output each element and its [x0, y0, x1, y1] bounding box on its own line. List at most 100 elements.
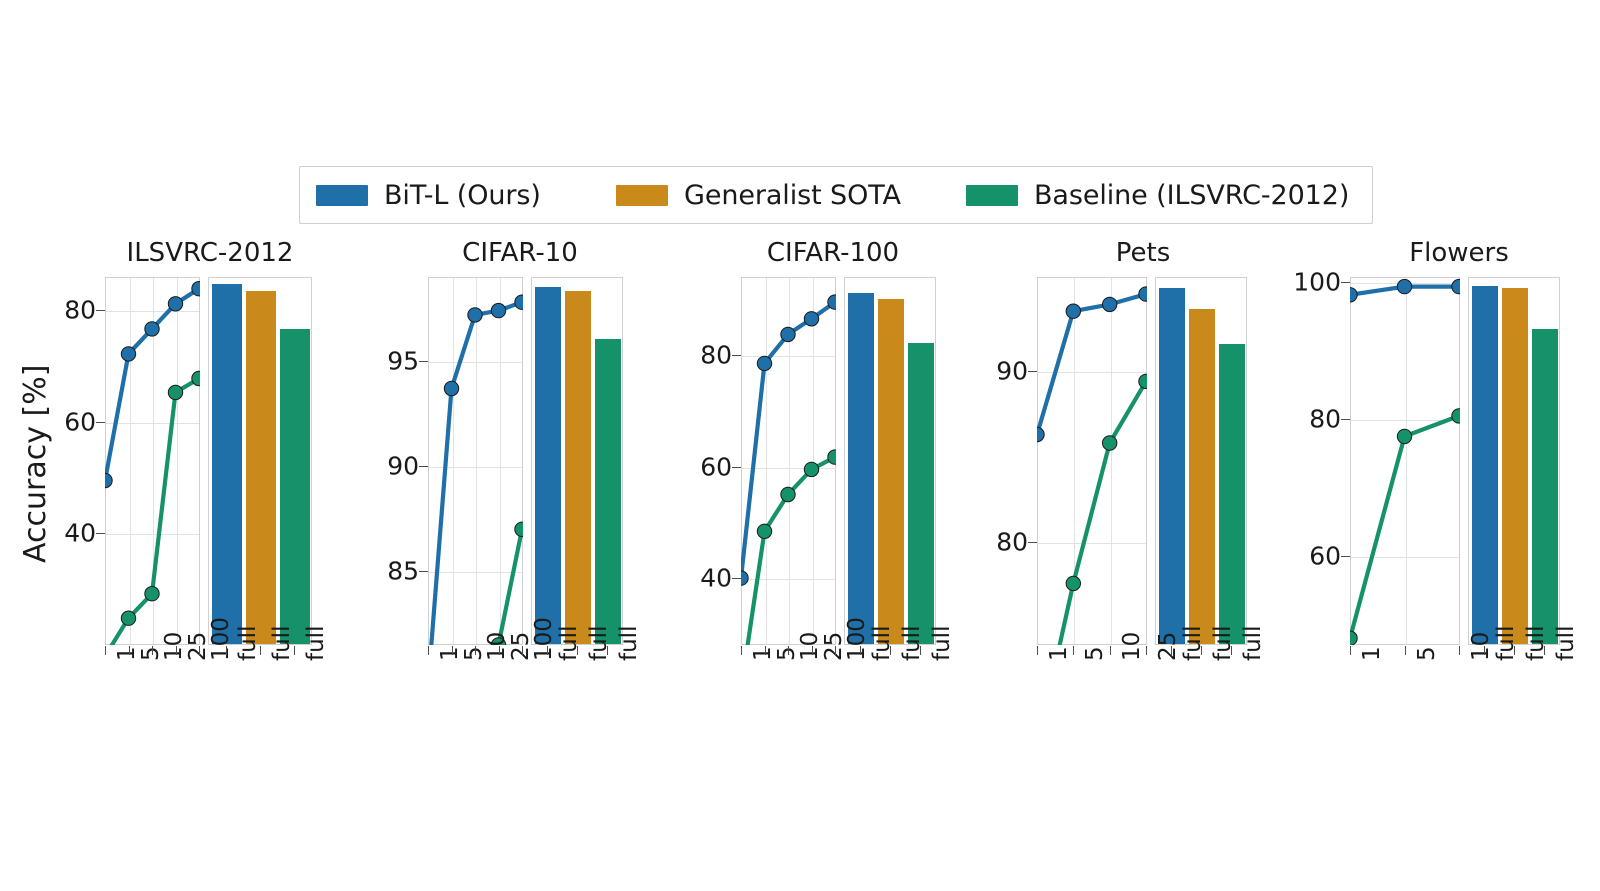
y-tick-mark: [732, 467, 741, 468]
x-tick-mark: [294, 646, 295, 655]
x-tick-mark: [226, 646, 227, 655]
y-tick-label: 60: [1309, 541, 1341, 571]
x-tick-mark: [741, 646, 742, 655]
panel-title-ilsvrc-2012: ILSVRC-2012: [126, 238, 294, 268]
y-tick-label: 80: [1309, 404, 1341, 434]
x-tick-mark: [1146, 646, 1147, 655]
x-tick-label-bar: full: [556, 625, 582, 661]
x-tick-label-bar: full: [899, 625, 925, 661]
x-tick-label-bar: full: [303, 625, 329, 661]
gridline-vertical: [500, 278, 501, 644]
legend-item-baseline[interactable]: Baseline (ILSVRC-2012): [966, 167, 1349, 223]
x-tick-mark: [607, 646, 608, 655]
bar-generalist-sota: [564, 290, 592, 644]
x-tick-mark: [105, 646, 106, 655]
bar-baseline: [1218, 344, 1246, 644]
x-tick-mark: [860, 646, 861, 655]
y-tick-label: 40: [700, 563, 732, 593]
gridline-horizontal: [1351, 557, 1459, 558]
bar-bit-l: [1471, 285, 1499, 644]
x-tick-label-bar: full: [586, 625, 612, 661]
y-tick-label: 80: [64, 295, 96, 325]
legend-label-bit-l: BiT-L (Ours): [384, 179, 541, 211]
bar-bit-l: [1158, 287, 1186, 644]
y-tick-label: 80: [700, 340, 732, 370]
bar-generalist-sota: [1188, 308, 1216, 644]
legend-label-baseline: Baseline (ILSVRC-2012): [1034, 179, 1350, 211]
x-tick-label: 10: [1118, 631, 1145, 661]
y-tick-label: 40: [64, 518, 96, 548]
x-tick-mark: [1484, 646, 1485, 655]
bar-bit-l: [534, 286, 562, 644]
gridline-horizontal: [106, 423, 199, 424]
gridline-horizontal: [742, 356, 835, 357]
x-tick-mark: [1073, 646, 1074, 655]
legend-swatch-generalist-sota: [616, 184, 668, 206]
legend-item-bit-l[interactable]: BiT-L (Ours): [316, 167, 541, 223]
bar-baseline: [594, 339, 622, 644]
x-tick-mark: [1459, 646, 1460, 655]
x-tick-label: 100: [844, 617, 870, 661]
x-tick-mark: [890, 646, 891, 655]
y-tick-label: 80: [996, 527, 1028, 557]
y-tick-mark: [732, 578, 741, 579]
x-tick-mark: [788, 646, 789, 655]
legend-swatch-bit-l: [316, 184, 368, 206]
x-tick-label: 1: [1046, 646, 1072, 661]
x-tick-label: 1: [750, 646, 776, 661]
gridline-horizontal: [1351, 283, 1459, 284]
x-tick-mark: [152, 646, 153, 655]
legend-item-generalist-sota[interactable]: Generalist SOTA: [616, 167, 901, 223]
gridline-vertical: [766, 278, 767, 644]
bar-axes-ilsvrc-2012: [208, 277, 312, 645]
x-tick-label: 25: [820, 631, 847, 661]
x-tick-mark: [499, 646, 500, 655]
bar-bit-l: [847, 292, 875, 644]
y-tick-label: 95: [387, 346, 419, 376]
x-tick-label-bar: full: [1553, 625, 1579, 661]
x-tick-mark: [1514, 646, 1515, 655]
x-tick-label: 5: [773, 646, 800, 661]
bar-axes-cifar-10: [531, 277, 623, 645]
x-tick-label-bar: full: [1493, 625, 1519, 661]
y-tick-mark: [1028, 542, 1037, 543]
x-tick-mark: [1544, 646, 1545, 655]
bar-generalist-sota: [246, 291, 276, 644]
gridline-vertical: [177, 278, 178, 644]
x-tick-mark: [199, 646, 200, 655]
x-tick-label-bar: full: [1240, 625, 1266, 661]
x-tick-mark: [129, 646, 130, 655]
x-tick-label-bar: full: [616, 625, 642, 661]
x-tick-mark: [765, 646, 766, 655]
x-tick-mark: [1201, 646, 1202, 655]
y-tick-label: 90: [387, 451, 419, 481]
gridline-horizontal: [429, 362, 522, 363]
x-tick-mark: [920, 646, 921, 655]
x-tick-label: 25: [184, 631, 211, 661]
x-tick-mark: [522, 646, 523, 655]
bar-bit-l: [212, 284, 242, 644]
x-tick-label: 25: [507, 631, 534, 661]
bar-generalist-sota: [877, 298, 905, 644]
gridline-horizontal: [1351, 420, 1459, 421]
y-tick-mark: [732, 355, 741, 356]
x-tick-label: 10: [484, 631, 510, 661]
y-tick-mark: [1341, 556, 1350, 557]
x-tick-mark: [1405, 646, 1406, 655]
x-tick-mark: [260, 646, 261, 655]
line-axes-flowers: [1350, 277, 1460, 645]
y-tick-mark: [419, 571, 428, 572]
y-tick-label: 100: [1293, 267, 1341, 297]
x-tick-label: 25: [1155, 631, 1181, 661]
y-tick-label: 90: [996, 356, 1028, 386]
bar-axes-pets: [1155, 277, 1247, 645]
x-tick-label-bar: full: [869, 625, 895, 661]
x-tick-label-bar: full: [1180, 625, 1206, 661]
gridline-vertical: [813, 278, 814, 644]
x-tick-mark: [1350, 646, 1351, 655]
y-tick-mark: [96, 422, 105, 423]
y-tick-label: 60: [700, 452, 732, 482]
x-tick-label-bar: full: [1523, 625, 1549, 661]
x-tick-label: 5: [460, 646, 487, 661]
